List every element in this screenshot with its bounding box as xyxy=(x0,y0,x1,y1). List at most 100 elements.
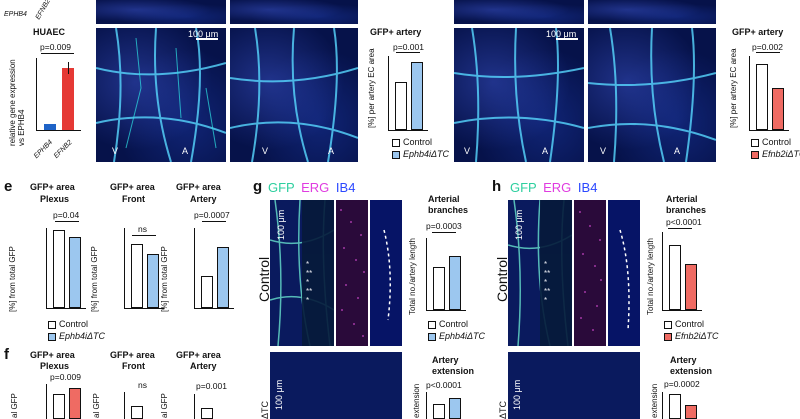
panel-e-plexus-x-axis xyxy=(46,308,86,309)
top-strip: EPHB4 EFNB2 xyxy=(0,0,800,26)
artery-left-legend-control: Control xyxy=(403,137,433,147)
panel-h-stars: * ** * ** * xyxy=(544,260,551,305)
panel-h-branches-bar-control xyxy=(669,245,681,310)
artery-left-legend-mutant-swatch xyxy=(392,151,400,159)
panel-g-merge-2: 100 μm xyxy=(270,352,402,419)
panel-e-artery-bar-control xyxy=(201,276,213,308)
panel-f-artery-y-axis xyxy=(194,394,195,419)
panel-h-branches-ylabel: Total no./artery length xyxy=(646,238,655,315)
panel-f-plexus-title2: Plexus xyxy=(40,361,70,371)
panel-f-plexus-title1: GFP+ area xyxy=(30,350,75,360)
vessel-network-3 xyxy=(454,28,584,162)
panel-e-plexus-pvalue: p=0.04 xyxy=(53,210,80,220)
panel-f-artery-bar-control xyxy=(201,408,213,419)
scalebar-1 xyxy=(196,38,218,40)
panel-f-front-pvalue: ns xyxy=(138,380,147,390)
panel-g-row-label2: ΔTC xyxy=(260,400,270,419)
panel-h-branches-bar-mutant xyxy=(685,264,697,310)
artery-left-bar-control xyxy=(395,82,407,130)
panel-h-channel-legend: GFP ERG IB4 xyxy=(510,180,597,195)
huaec-bar-ephb4 xyxy=(44,124,56,130)
panel-f-plexus-y-axis xyxy=(46,384,47,419)
panel-g-gfp: * ** * ** * xyxy=(302,200,334,346)
panel-g-branches-title1: Arterial xyxy=(428,194,460,204)
artery-left-title: GFP+ artery xyxy=(370,27,422,37)
panel-e-artery-bar-mutant xyxy=(217,247,229,308)
panel-h-channel-erg: ERG xyxy=(543,180,572,195)
panel-h-channel-ib4: IB4 xyxy=(577,180,598,195)
panel-g-channel-erg: ERG xyxy=(301,180,330,195)
top-strip-label-efnb2: EFNB2 xyxy=(34,0,52,22)
vessel-network-1 xyxy=(96,28,226,162)
panel-h-extension-title1: Artery xyxy=(670,355,697,365)
panel-h-channel-gfp: GFP xyxy=(510,180,537,195)
huaec-ylabel: relative gene expression vs EPHB4 xyxy=(8,59,26,146)
huaec-pvalue: p=0.009 xyxy=(40,42,71,52)
panel-h-branches-title2: branches xyxy=(666,205,707,215)
artery-left-sig-line xyxy=(396,52,420,53)
micrograph-4: V A xyxy=(588,28,716,162)
panel-g-scale: 100 μm xyxy=(276,209,286,240)
panel-h-ib4 xyxy=(608,200,640,346)
micrograph-top-3 xyxy=(454,0,584,24)
micrograph-1: 100 μm V A xyxy=(96,28,226,162)
huaec-bar-efnb2 xyxy=(62,68,74,130)
panel-g-branches-bar-mutant xyxy=(449,256,461,310)
micrograph-2: V A xyxy=(230,28,358,162)
artery-left-ylabel: [%] per artery EC area xyxy=(367,48,376,128)
panel-h-legend-mutant-swatch xyxy=(664,333,672,341)
panel-g-extension-bar-mutant xyxy=(449,398,461,419)
panel-h-legend-mutant: Efnb2iΔTC xyxy=(675,331,719,341)
panel-f-artery-title2: Artery xyxy=(190,361,217,371)
panel-e-artery-pvalue: p=0.0007 xyxy=(194,210,230,220)
artery-right-pvalue: p=0.002 xyxy=(752,42,783,52)
panel-f-artery-ylabel: al GFP xyxy=(160,393,169,418)
panel-h-legend-control-swatch xyxy=(664,321,672,329)
panel-e-plexus-bar-control xyxy=(53,230,65,308)
panel-f-letter: f xyxy=(4,346,9,363)
panel-h-ib4-dashed xyxy=(619,229,630,331)
artery-left-bar-mutant xyxy=(411,62,423,130)
panel-e-front-pvalue: ns xyxy=(138,224,147,234)
panel-g-branches-bar-control xyxy=(433,267,445,310)
micrograph-1-artery: A xyxy=(182,146,189,156)
panel-f-plexus-bar-mutant xyxy=(69,388,81,419)
micrograph-top-4 xyxy=(588,0,716,24)
panel-h-extension-ylabel: extension xyxy=(650,383,659,418)
panel-h-merge-2: 100 μm xyxy=(508,352,640,419)
panel-g-letter: g xyxy=(253,178,263,195)
panel-h-branches-pvalue: p<0.0001 xyxy=(666,217,702,227)
panel-h-erg xyxy=(574,200,606,346)
top-strip-label-ephb4: EPHB4 xyxy=(4,11,27,18)
panel-h-letter: h xyxy=(492,178,502,195)
huaec-xlabel-efnb2: EFNB2 xyxy=(52,139,74,160)
panel-h-extension-bar-control xyxy=(669,394,681,419)
artery-right-sig-line xyxy=(756,52,780,53)
panel-e-front-x-axis xyxy=(124,308,164,309)
artery-right-y-axis xyxy=(749,56,750,130)
panel-g-stars: * ** * ** * xyxy=(306,260,313,305)
panel-e-front-bar-mutant xyxy=(147,254,159,308)
huaec-title: HUAEC xyxy=(33,27,66,37)
panel-e-front-y-axis xyxy=(124,228,125,308)
panel-h-branches-x-axis xyxy=(662,310,702,311)
panel-g-ib4-dashed xyxy=(383,229,391,321)
artery-right-legend-mutant-swatch xyxy=(751,151,759,159)
panel-g-extension-ylabel: extension xyxy=(412,383,421,418)
panel-h-extension-pvalue: p=0.0002 xyxy=(664,379,700,389)
panel-f-front-y-axis xyxy=(124,392,125,419)
panel-h-scale-2: 100 μm xyxy=(512,379,522,410)
panel-h-extension-y-axis xyxy=(662,392,663,419)
panel-g-scale-2: 100 μm xyxy=(274,379,284,410)
artery-left-legend-control-swatch xyxy=(392,139,400,147)
panel-h-legend-control: Control xyxy=(675,319,705,329)
panel-e-plexus-bar-mutant xyxy=(69,237,81,308)
micrograph-1-vein: V xyxy=(112,146,119,156)
micrograph-top-2 xyxy=(230,0,358,24)
panel-h-branches-y-axis xyxy=(662,232,663,310)
artery-right-legend-control: Control xyxy=(762,137,792,147)
panel-h-erg-dots xyxy=(579,211,602,331)
panel-g-branches-pvalue: p=0.0003 xyxy=(426,221,462,231)
huaec-xlabel-ephb4: EPHB4 xyxy=(32,138,55,161)
artery-right-bar-control xyxy=(756,64,768,130)
